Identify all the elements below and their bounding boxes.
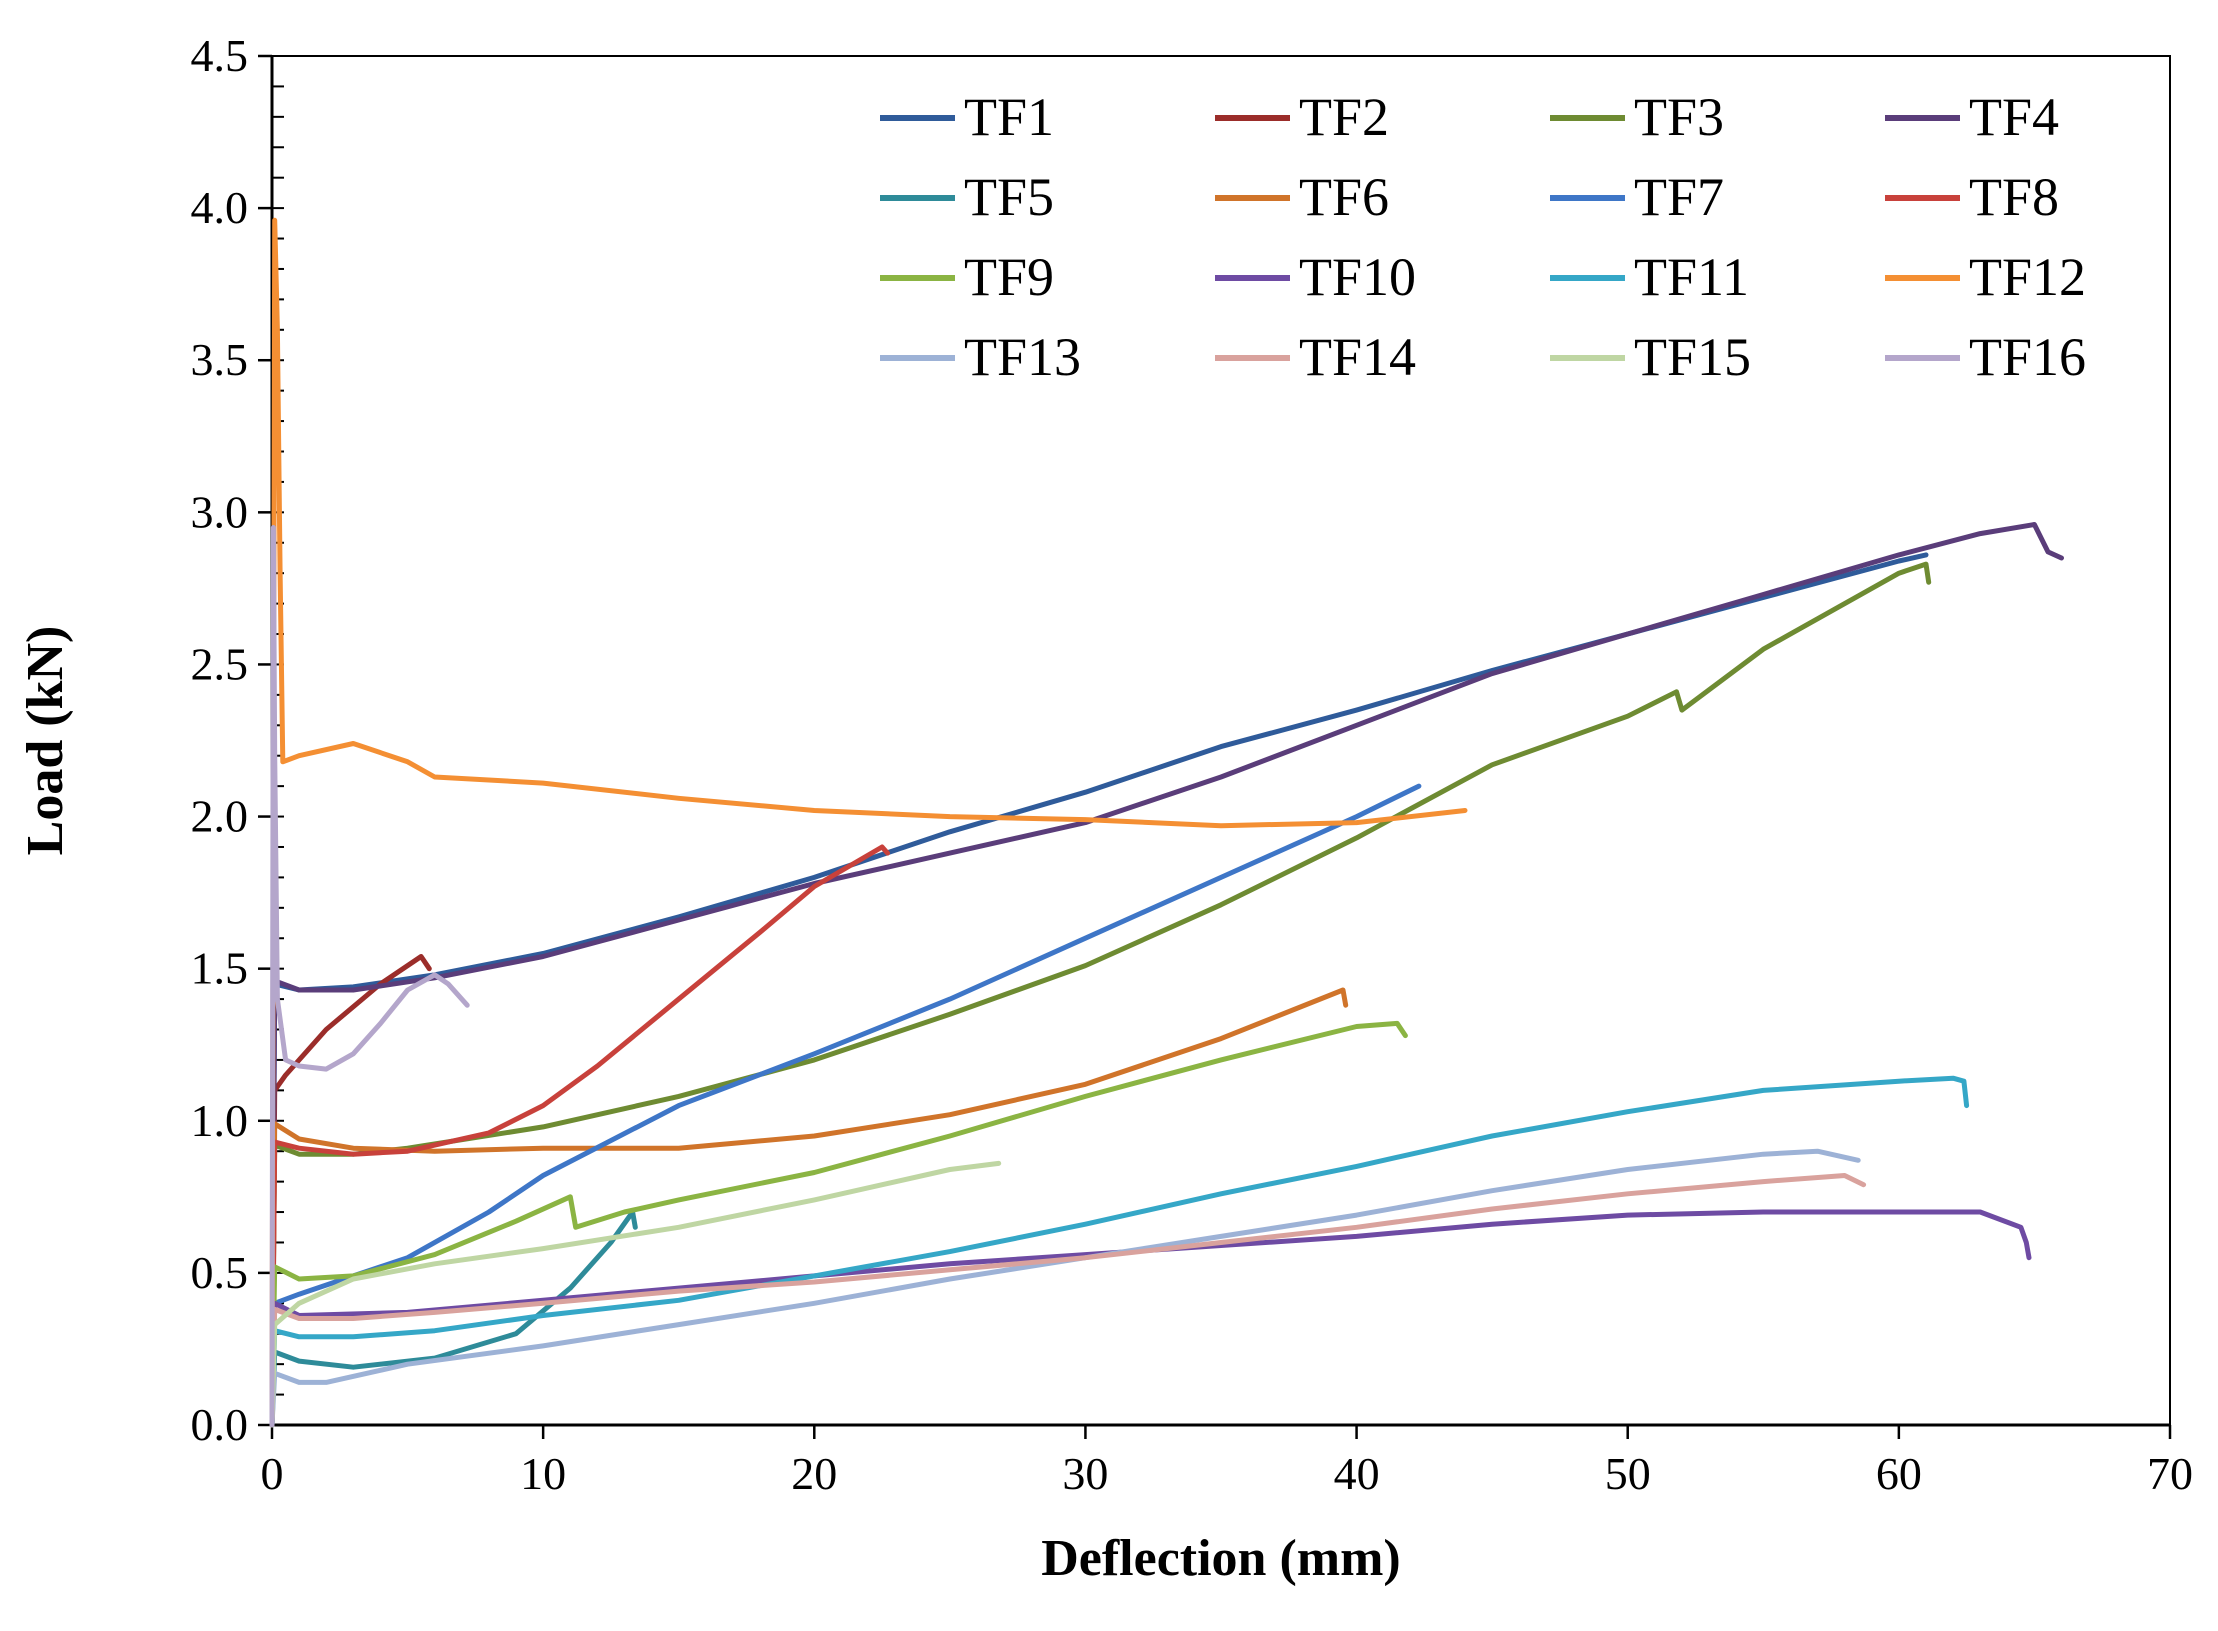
series-line-tf11 [269, 1075, 1970, 1428]
series-line-tf5 [269, 1209, 638, 1428]
legend-item-tf1: TF1 [880, 87, 1054, 147]
series-line-tf16 [269, 525, 470, 1428]
x-axis: 0 10 20 30 40 50 60 70 [261, 1423, 2193, 1499]
y-tick-label: 1.0 [191, 1095, 249, 1146]
series-line-tf14 [269, 1173, 1867, 1428]
legend-label: TF1 [964, 87, 1054, 147]
x-tick-label: 10 [520, 1448, 566, 1499]
legend-item-tf16: TF16 [1885, 327, 2086, 387]
legend-item-tf3: TF3 [1550, 87, 1724, 147]
legend-item-tf6: TF6 [1215, 167, 1389, 227]
series-layer [269, 217, 2064, 1428]
legend-item-tf10: TF10 [1215, 247, 1416, 307]
x-tick-label: 20 [791, 1448, 837, 1499]
legend-label: TF2 [1299, 87, 1389, 147]
y-tick-label: 4.0 [191, 182, 249, 233]
legend-label: TF14 [1299, 327, 1416, 387]
series-line-tf12 [269, 217, 1468, 1428]
legend-label: TF13 [964, 327, 1081, 387]
y-tick-label: 0.5 [191, 1247, 249, 1298]
legend-item-tf15: TF15 [1550, 327, 1751, 387]
y-tick-label: 1.5 [191, 943, 249, 994]
x-axis-title: Deflection (mm) [1041, 1530, 1401, 1587]
legend-item-tf12: TF12 [1885, 247, 2086, 307]
legend-item-tf9: TF9 [880, 247, 1054, 307]
legend-label: TF8 [1969, 167, 2059, 227]
y-axis-title: Load (kN) [17, 626, 74, 856]
series-line-tf13 [269, 1148, 1861, 1428]
series-line-tf6 [269, 987, 1349, 1428]
series-line-tf9 [269, 1020, 1408, 1428]
y-tick-label: 4.5 [191, 30, 249, 81]
legend-item-tf8: TF8 [1885, 167, 2059, 227]
legend-item-tf7: TF7 [1550, 167, 1724, 227]
x-tick-label: 0 [261, 1448, 284, 1499]
x-tick-label: 40 [1334, 1448, 1380, 1499]
series-line-tf15 [269, 1160, 1002, 1428]
legend-item-tf5: TF5 [880, 167, 1054, 227]
legend-label: TF7 [1634, 167, 1724, 227]
legend-item-tf11: TF11 [1550, 247, 1749, 307]
x-tick-label: 30 [1062, 1448, 1108, 1499]
legend-label: TF10 [1299, 247, 1416, 307]
legend-item-tf13: TF13 [880, 327, 1081, 387]
legend-label: TF4 [1969, 87, 2059, 147]
legend-label: TF5 [964, 167, 1054, 227]
legend: TF1 TF2 TF3 TF4 TF5 TF6 TF7 TF8 TF9 TF10 TF11 TF12 T… [880, 87, 2086, 387]
y-tick-label: 0.0 [191, 1399, 249, 1450]
x-tick-label: 60 [1876, 1448, 1922, 1499]
y-tick-label: 3.0 [191, 486, 249, 537]
legend-label: TF6 [1299, 167, 1389, 227]
legend-label: TF12 [1969, 247, 2086, 307]
legend-item-tf2: TF2 [1215, 87, 1389, 147]
legend-label: TF9 [964, 247, 1054, 307]
y-tick-label: 2.0 [191, 791, 249, 842]
legend-label: TF15 [1634, 327, 1751, 387]
y-tick-label: 3.5 [191, 334, 249, 385]
legend-label: TF3 [1634, 87, 1724, 147]
series-line-tf4 [269, 522, 2064, 1428]
series-line-tf7 [269, 783, 1422, 1428]
series-line-tf8 [269, 844, 890, 1428]
legend-item-tf4: TF4 [1885, 87, 2059, 147]
x-tick-label: 50 [1605, 1448, 1651, 1499]
y-tick-label: 2.5 [191, 638, 249, 689]
legend-item-tf14: TF14 [1215, 327, 1416, 387]
legend-label: TF11 [1634, 247, 1749, 307]
legend-label: TF16 [1969, 327, 2086, 387]
x-tick-label: 70 [2147, 1448, 2193, 1499]
